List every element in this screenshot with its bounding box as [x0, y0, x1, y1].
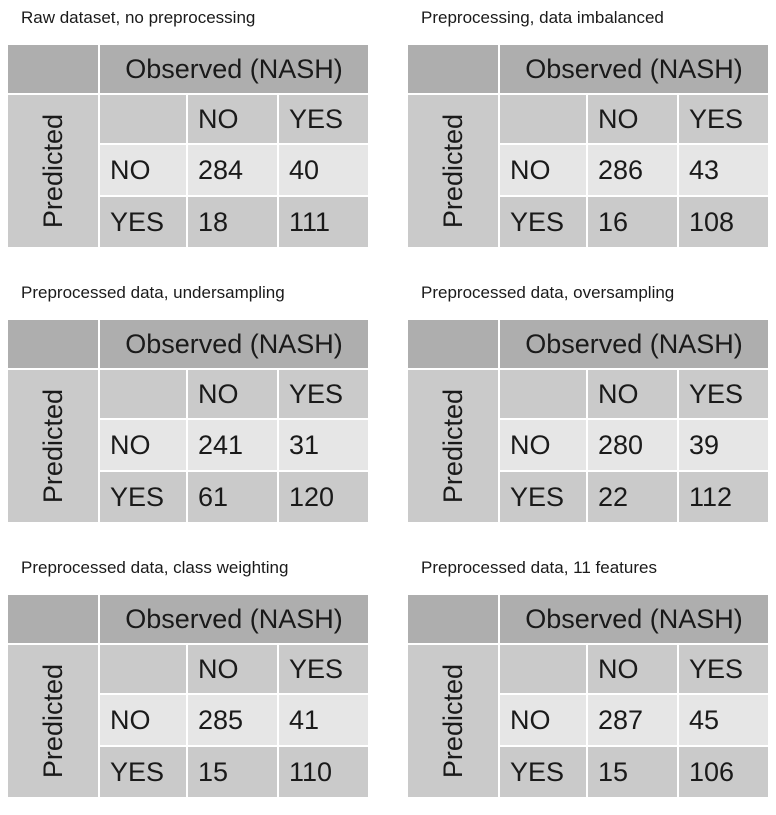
empty-cell [500, 645, 586, 693]
predicted-axis-label-text: Predicted [437, 113, 468, 229]
table-title: Preprocessing, data imbalanced [421, 8, 664, 27]
corner-cell [408, 595, 498, 643]
table-title: Preprocessed data, oversampling [421, 283, 675, 302]
col-header-no: NO [188, 95, 277, 143]
confusion-matrix-block-2: Preprocessing, data imbalanced Observed … [408, 8, 768, 247]
value-no-no: 287 [588, 695, 677, 745]
confusion-matrix-table: Observed (NASH) Predicted NO YES NO 280 … [408, 320, 768, 522]
corner-cell [8, 45, 98, 93]
col-header-no: NO [588, 645, 677, 693]
confusion-matrix-block-1: Raw dataset, no preprocessing Observed (… [8, 8, 368, 247]
value-yes-no: 18 [188, 197, 277, 247]
predicted-axis-label: Predicted [408, 645, 498, 797]
observed-axis-header: Observed (NASH) [500, 595, 768, 643]
value-yes-yes: 108 [679, 197, 768, 247]
row-label-yes: YES [500, 472, 586, 522]
confusion-matrix-table: Observed (NASH) Predicted NO YES NO 286 … [408, 45, 768, 247]
value-yes-yes: 106 [679, 747, 768, 797]
empty-cell [100, 95, 186, 143]
predicted-axis-label-text: Predicted [37, 663, 68, 779]
value-yes-yes: 110 [279, 747, 368, 797]
confusion-matrix-block-6: Preprocessed data, 11 features Observed … [408, 558, 768, 797]
corner-cell [408, 320, 498, 368]
empty-cell [100, 645, 186, 693]
row-label-no: NO [100, 145, 186, 195]
confusion-matrix-block-3: Preprocessed data, undersampling Observe… [8, 283, 368, 522]
table-title: Preprocessed data, class weighting [21, 558, 289, 577]
col-header-yes: YES [679, 645, 768, 693]
value-no-no: 280 [588, 420, 677, 470]
value-yes-yes: 120 [279, 472, 368, 522]
confusion-matrix-table: Observed (NASH) Predicted NO YES NO 241 … [8, 320, 368, 522]
observed-axis-header: Observed (NASH) [500, 320, 768, 368]
row-label-yes: YES [100, 472, 186, 522]
confusion-matrix-table: Observed (NASH) Predicted NO YES NO 287 … [408, 595, 768, 797]
col-header-no: NO [588, 95, 677, 143]
value-no-yes: 45 [679, 695, 768, 745]
observed-axis-header: Observed (NASH) [500, 45, 768, 93]
value-no-no: 284 [188, 145, 277, 195]
row-label-no: NO [500, 145, 586, 195]
empty-cell [500, 370, 586, 418]
row-label-yes: YES [100, 747, 186, 797]
corner-cell [408, 45, 498, 93]
empty-cell [100, 370, 186, 418]
value-yes-no: 22 [588, 472, 677, 522]
table-title: Preprocessed data, undersampling [21, 283, 285, 302]
value-yes-no: 15 [188, 747, 277, 797]
col-header-no: NO [188, 645, 277, 693]
value-no-no: 241 [188, 420, 277, 470]
value-no-yes: 39 [679, 420, 768, 470]
row-label-no: NO [500, 695, 586, 745]
observed-axis-header: Observed (NASH) [100, 320, 368, 368]
confusion-matrix-block-5: Preprocessed data, class weighting Obser… [8, 558, 368, 797]
predicted-axis-label-text: Predicted [437, 388, 468, 504]
value-yes-no: 16 [588, 197, 677, 247]
row-label-yes: YES [500, 747, 586, 797]
predicted-axis-label-text: Predicted [437, 663, 468, 779]
predicted-axis-label-text: Predicted [37, 388, 68, 504]
value-no-no: 285 [188, 695, 277, 745]
col-header-no: NO [588, 370, 677, 418]
predicted-axis-label: Predicted [408, 95, 498, 247]
value-yes-yes: 112 [679, 472, 768, 522]
col-header-no: NO [188, 370, 277, 418]
row-label-yes: YES [100, 197, 186, 247]
confusion-matrix-table: Observed (NASH) Predicted NO YES NO 285 … [8, 595, 368, 797]
row-label-no: NO [100, 420, 186, 470]
value-yes-yes: 111 [279, 197, 368, 247]
observed-axis-header: Observed (NASH) [100, 595, 368, 643]
row-label-no: NO [100, 695, 186, 745]
predicted-axis-label: Predicted [8, 645, 98, 797]
predicted-axis-label-text: Predicted [37, 113, 68, 229]
table-title: Preprocessed data, 11 features [421, 558, 657, 577]
table-title: Raw dataset, no preprocessing [21, 8, 256, 27]
value-no-yes: 41 [279, 695, 368, 745]
value-no-yes: 31 [279, 420, 368, 470]
col-header-yes: YES [279, 95, 368, 143]
col-header-yes: YES [679, 95, 768, 143]
col-header-yes: YES [679, 370, 768, 418]
confusion-matrix-block-4: Preprocessed data, oversampling Observed… [408, 283, 768, 522]
observed-axis-header: Observed (NASH) [100, 45, 368, 93]
col-header-yes: YES [279, 645, 368, 693]
value-yes-no: 15 [588, 747, 677, 797]
confusion-matrix-table: Observed (NASH) Predicted NO YES NO 284 … [8, 45, 368, 247]
value-no-yes: 40 [279, 145, 368, 195]
row-label-yes: YES [500, 197, 586, 247]
value-yes-no: 61 [188, 472, 277, 522]
predicted-axis-label: Predicted [408, 370, 498, 522]
value-no-yes: 43 [679, 145, 768, 195]
corner-cell [8, 595, 98, 643]
row-label-no: NO [500, 420, 586, 470]
corner-cell [8, 320, 98, 368]
predicted-axis-label: Predicted [8, 370, 98, 522]
col-header-yes: YES [279, 370, 368, 418]
predicted-axis-label: Predicted [8, 95, 98, 247]
value-no-no: 286 [588, 145, 677, 195]
empty-cell [500, 95, 586, 143]
